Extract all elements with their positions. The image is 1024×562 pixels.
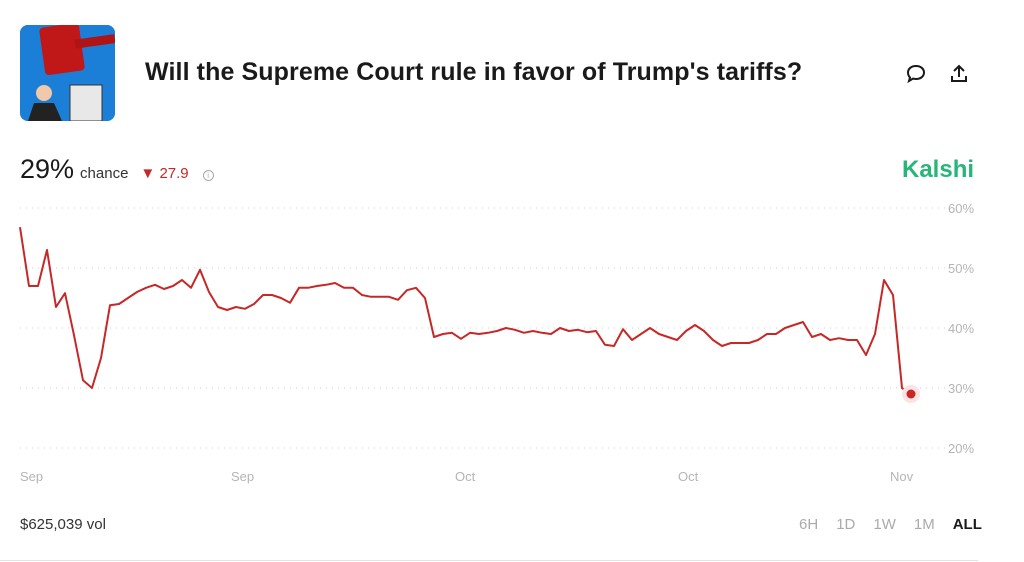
range-1m[interactable]: 1M xyxy=(913,516,935,533)
change-indicator: ▼ 27.9 xyxy=(140,165,188,182)
change-value: 27.9 xyxy=(159,165,189,182)
market-image xyxy=(20,25,115,121)
x-tick-label: Oct xyxy=(455,469,476,484)
volume: $625,039 vol xyxy=(20,516,106,533)
x-tick-label: Sep xyxy=(231,469,254,484)
series-line xyxy=(19,227,912,395)
brand-logo: Kalshi xyxy=(902,156,975,183)
range-1w[interactable]: 1W xyxy=(873,516,896,533)
current-point xyxy=(906,389,916,399)
range-1d[interactable]: 1D xyxy=(836,516,856,533)
divider xyxy=(0,560,978,561)
share-button[interactable] xyxy=(947,62,971,86)
down-triangle-icon: ▼ xyxy=(140,165,156,182)
y-tick-label: 30% xyxy=(948,381,974,396)
x-tick-label: Nov xyxy=(890,469,914,484)
comment-icon xyxy=(906,64,926,84)
probability-summary: 29% chance ▼ 27.9 i xyxy=(20,154,214,185)
y-tick-label: 50% xyxy=(948,261,974,276)
price-chart: 60% 50% 40% 30% 20% Sep Sep Oct Oct Nov xyxy=(19,201,974,484)
market-title: Will the Supreme Court rule in favor of … xyxy=(145,58,803,86)
x-tick-label: Oct xyxy=(678,469,699,484)
range-6h[interactable]: 6H xyxy=(799,516,819,533)
y-tick-label: 20% xyxy=(948,441,974,456)
range-all[interactable]: ALL xyxy=(952,516,982,533)
x-tick-label: Sep xyxy=(20,469,43,484)
y-tick-label: 60% xyxy=(948,201,974,216)
info-icon[interactable]: i xyxy=(202,170,214,181)
comment-button[interactable] xyxy=(904,62,928,86)
chance-label: chance xyxy=(80,165,129,182)
y-tick-label: 40% xyxy=(948,321,974,336)
probability-value: 29% xyxy=(20,154,75,184)
share-icon xyxy=(951,64,967,82)
time-range-selector: 6H 1D 1W 1M ALL xyxy=(799,516,982,533)
